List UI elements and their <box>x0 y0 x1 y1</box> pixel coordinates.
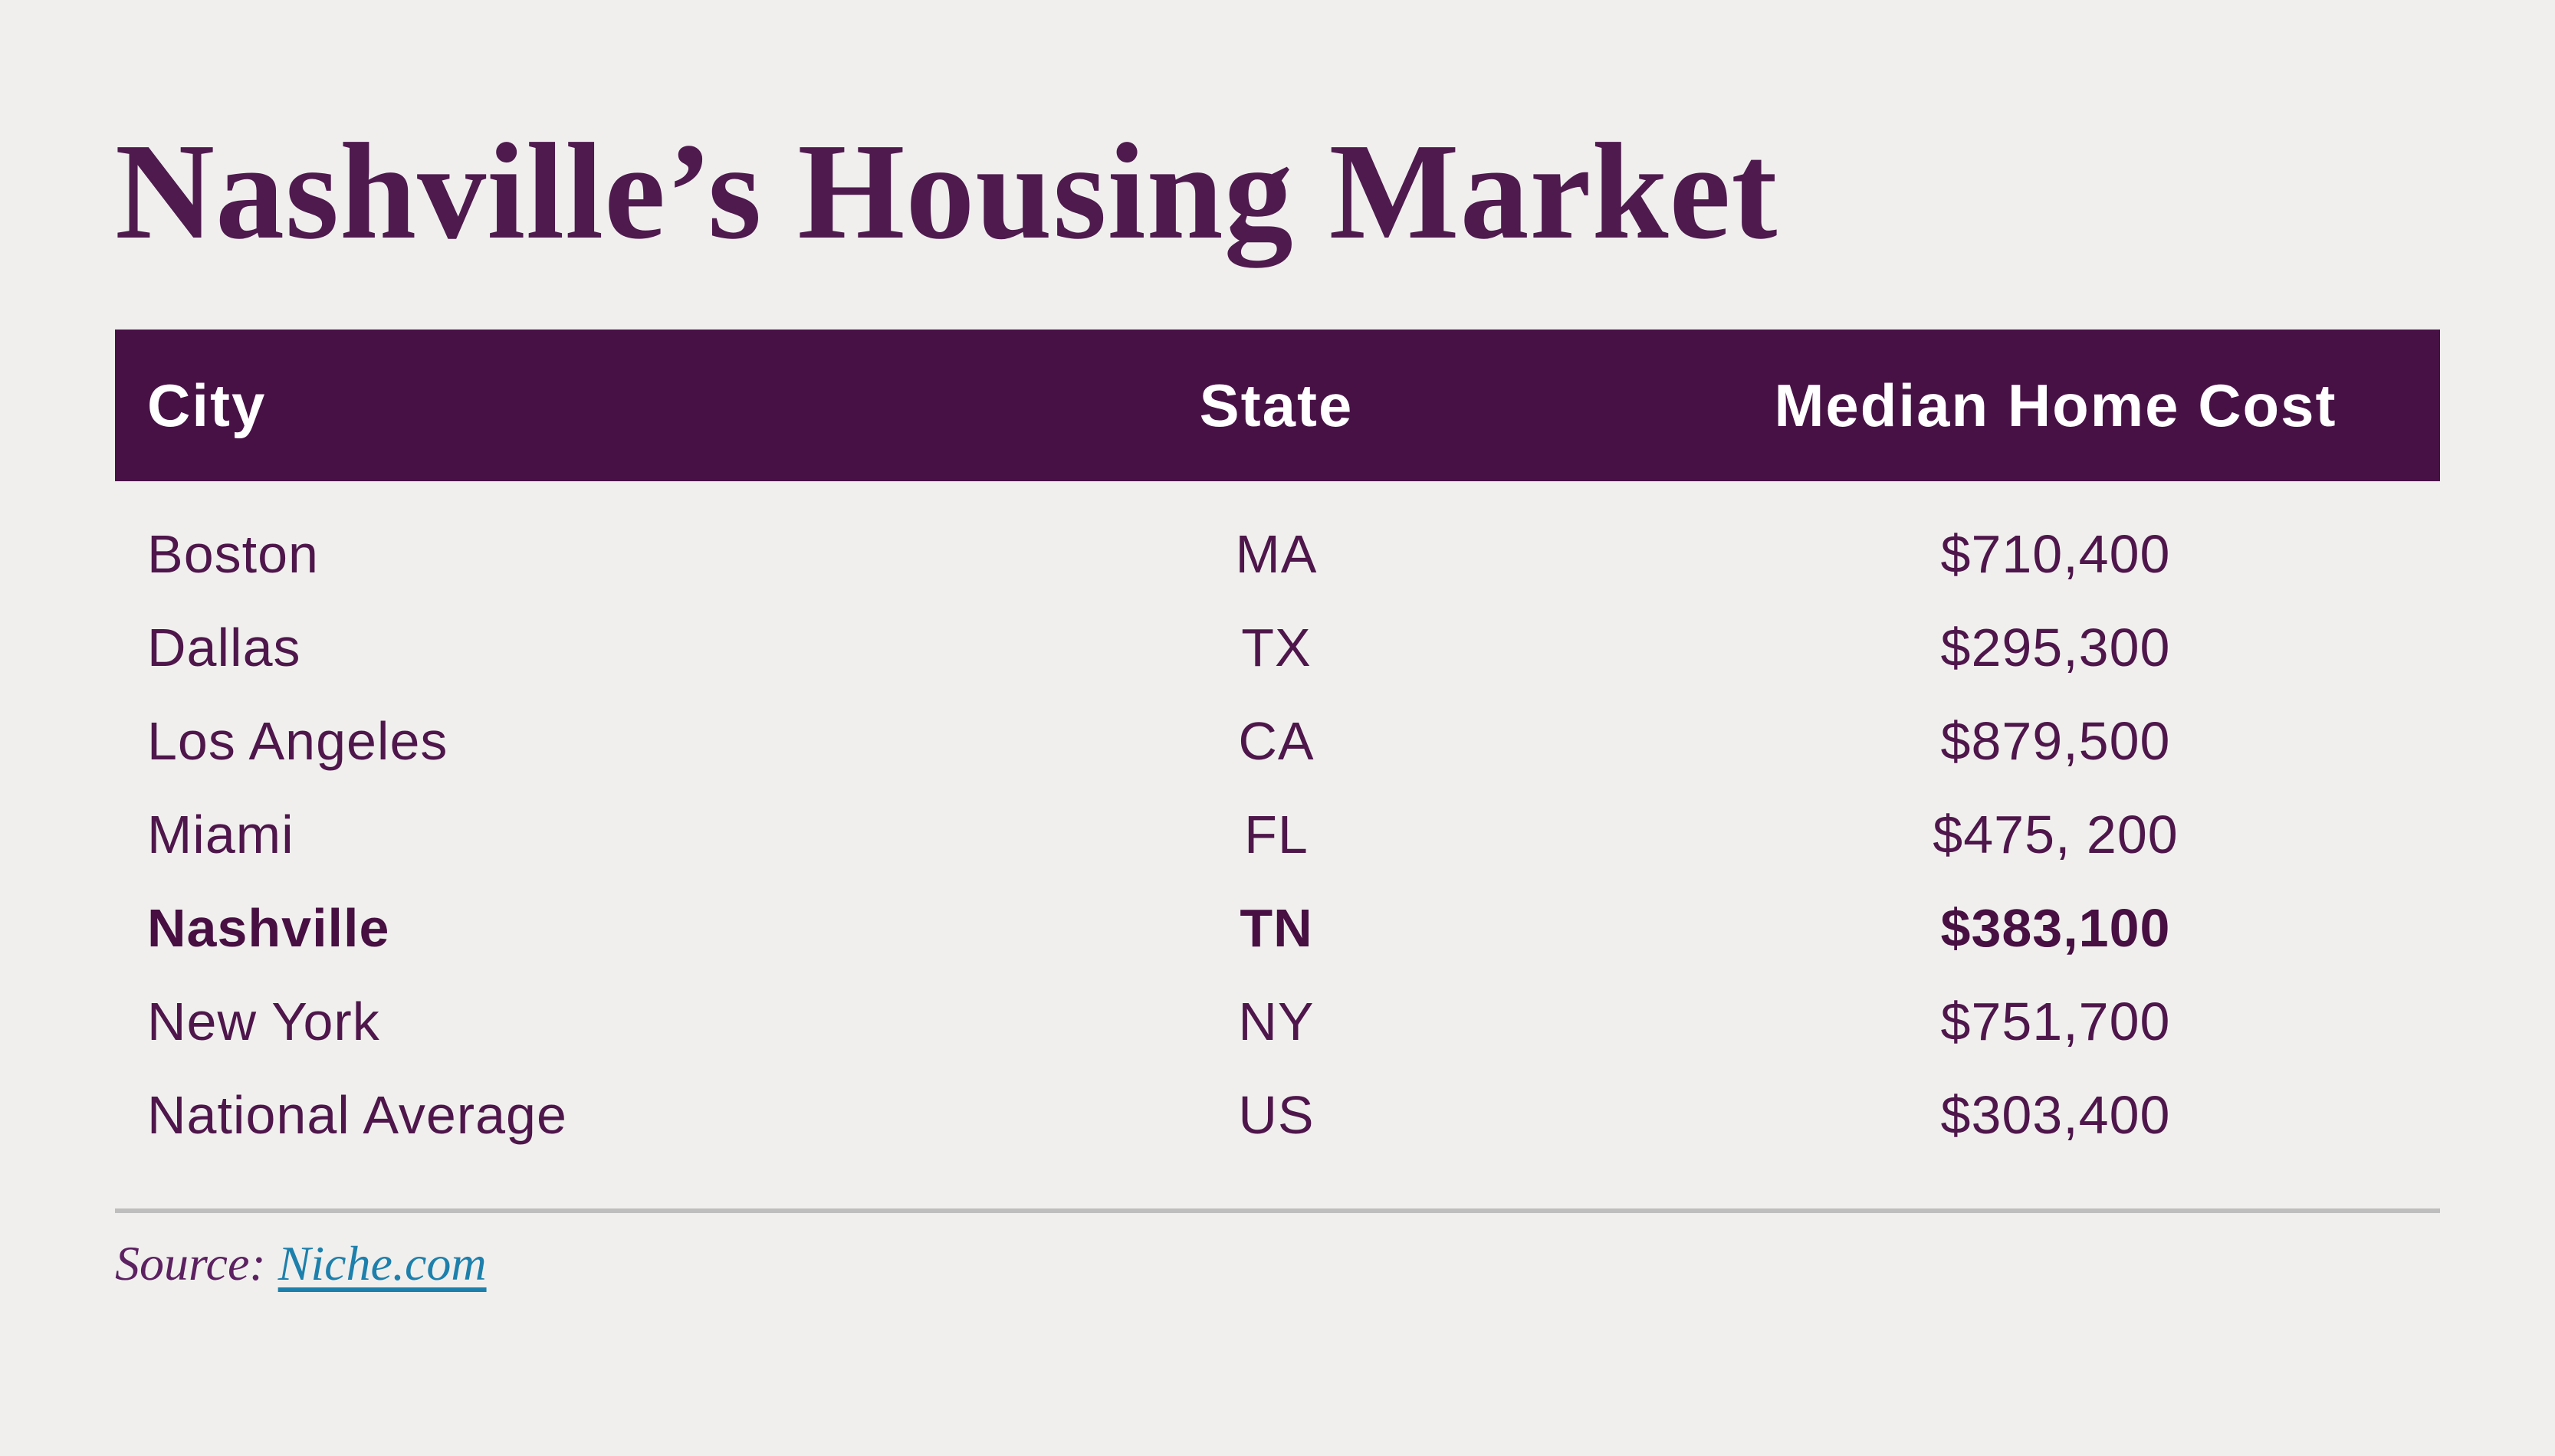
table-row: Dallas TX $295,300 <box>115 601 2440 694</box>
table-row: New York NY $751,700 <box>115 975 2440 1068</box>
cell-cost: $710,400 <box>1940 524 2171 584</box>
cell-city: Los Angeles <box>147 711 448 771</box>
header-cell-state: State <box>1199 371 1354 439</box>
cell-cost: $303,400 <box>1940 1085 2171 1145</box>
cell-cost: $475, 200 <box>1933 805 2179 864</box>
cell-city: National Average <box>147 1085 567 1145</box>
cell-city: Dallas <box>147 618 301 677</box>
divider <box>115 1208 2440 1213</box>
cell-state: FL <box>1244 805 1309 864</box>
cell-cost: $295,300 <box>1940 618 2171 677</box>
cell-state: TX <box>1241 618 1312 677</box>
table-header-row: City State Median Home Cost <box>115 330 2440 481</box>
header-cell-cost: Median Home Cost <box>1774 371 2337 439</box>
cell-state: CA <box>1238 711 1315 771</box>
table-row: Miami FL $475, 200 <box>115 788 2440 881</box>
cell-city: Boston <box>147 524 319 584</box>
cell-cost: $383,100 <box>1940 898 2171 958</box>
table-row: Los Angeles CA $879,500 <box>115 694 2440 788</box>
page-title: Nashville’s Housing Market <box>115 115 1778 267</box>
cell-city: Nashville <box>147 898 390 958</box>
source-link[interactable]: Niche.com <box>278 1236 487 1290</box>
source-label: Source: <box>115 1236 266 1290</box>
source-line: Source: Niche.com <box>115 1235 487 1292</box>
table-row: Boston MA $710,400 <box>115 507 2440 601</box>
housing-table: City State Median Home Cost Boston MA $7… <box>115 330 2440 1162</box>
header-cell-city: City <box>147 371 267 439</box>
cell-city: Miami <box>147 805 294 864</box>
cell-state: MA <box>1235 524 1318 584</box>
cell-state: TN <box>1240 898 1313 958</box>
cell-city: New York <box>147 992 380 1051</box>
cell-state: US <box>1238 1085 1315 1145</box>
cell-cost: $879,500 <box>1940 711 2171 771</box>
cell-cost: $751,700 <box>1940 992 2171 1051</box>
cell-state: NY <box>1238 992 1315 1051</box>
table-row: Nashville TN $383,100 <box>115 881 2440 975</box>
table-body: Boston MA $710,400 Dallas TX $295,300 Lo… <box>115 481 2440 1162</box>
table-row: National Average US $303,400 <box>115 1068 2440 1162</box>
